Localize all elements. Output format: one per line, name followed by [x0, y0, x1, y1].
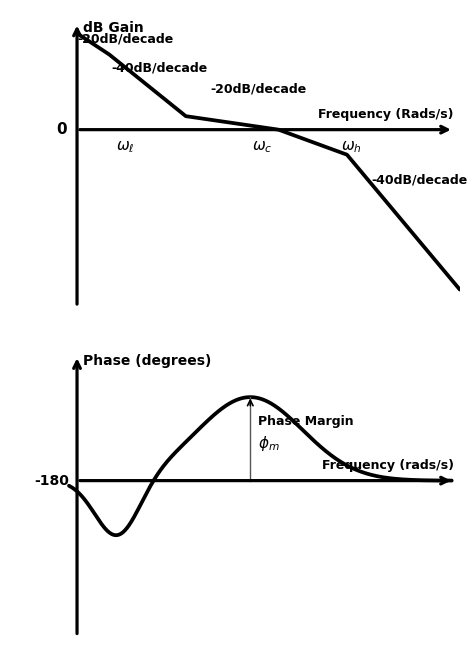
Text: -20dB/decade: -20dB/decade: [78, 32, 174, 46]
Text: -40dB/decade: -40dB/decade: [111, 61, 208, 75]
Text: dB Gain: dB Gain: [83, 20, 144, 35]
Text: Phase Margin: Phase Margin: [258, 414, 354, 428]
Text: $\omega_{\ell}$: $\omega_{\ell}$: [116, 139, 135, 155]
Text: $\phi_{m}$: $\phi_{m}$: [258, 434, 280, 453]
Text: Frequency (rads/s): Frequency (rads/s): [322, 459, 454, 472]
Text: Frequency (Rads/s): Frequency (Rads/s): [318, 108, 454, 121]
Text: $\omega_{c}$: $\omega_{c}$: [252, 139, 273, 155]
Text: $\omega_{h}$: $\omega_{h}$: [341, 139, 361, 155]
Text: -40dB/decade: -40dB/decade: [371, 173, 467, 186]
Text: 0: 0: [56, 122, 67, 137]
Text: -180: -180: [34, 474, 69, 488]
Text: Phase (degrees): Phase (degrees): [83, 354, 211, 368]
Text: -20dB/decade: -20dB/decade: [210, 83, 306, 96]
